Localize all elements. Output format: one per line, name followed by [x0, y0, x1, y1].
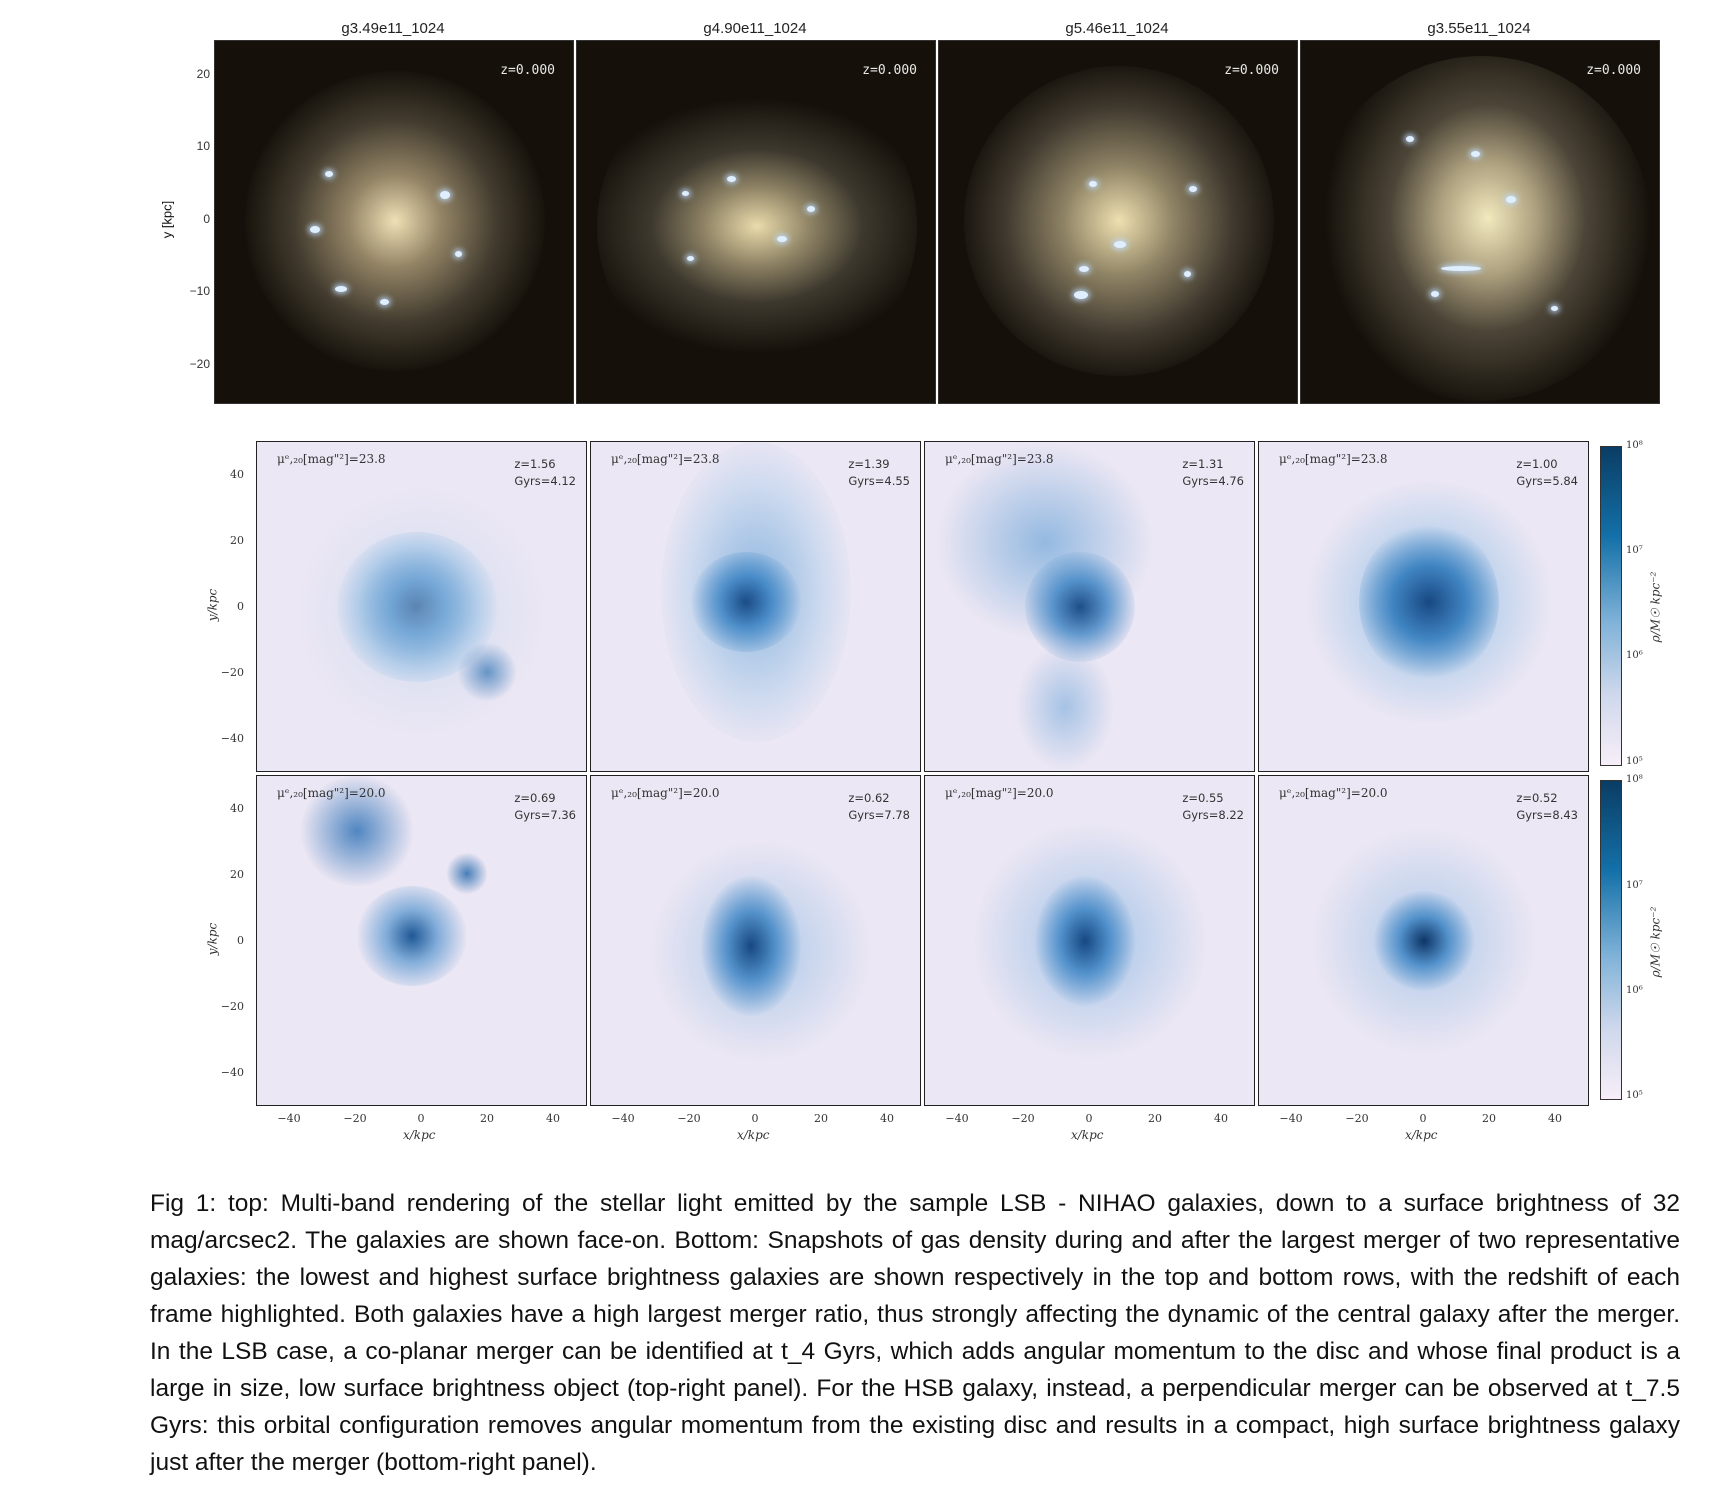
gas-x-tick: −40 — [277, 1112, 301, 1125]
galaxy-image-panel: z=0.000 — [214, 40, 574, 404]
galaxy-image-panel: z=0.000 — [1300, 40, 1660, 404]
gas-y-tick: 20 — [230, 868, 244, 881]
gas-density-panel: μᵉ,₂₀[mag"²]=23.8 z=1.00 Gyrs=5.84 — [1258, 441, 1589, 772]
redshift-time-label: z=1.31 Gyrs=4.76 — [1182, 457, 1244, 488]
top-panel-title: g3.55e11_1024 — [1427, 20, 1531, 37]
gas-y-tick: −20 — [220, 666, 244, 679]
gas-density-panel: μᵉ,₂₀[mag"²]=20.0 z=0.55 Gyrs=8.22 — [924, 775, 1255, 1106]
top-panel-title: g4.90e11_1024 — [703, 20, 807, 37]
top-y-tick: −10 — [189, 284, 210, 298]
gas-y-tick: 0 — [237, 600, 244, 613]
gas-y-tick: 40 — [230, 468, 244, 481]
colorbar-tick: 10⁵ — [1626, 1090, 1643, 1101]
gas-y-tick: −40 — [220, 732, 244, 745]
gas-density-panel: μᵉ,₂₀[mag"²]=20.0 z=0.52 Gyrs=8.43 — [1258, 775, 1589, 1106]
surface-brightness-label: μᵉ,₂₀[mag"²]=23.8 — [277, 452, 386, 466]
top-panel-title: g3.49e11_1024 — [341, 20, 445, 37]
gas-x-tick: 40 — [1214, 1112, 1228, 1125]
redshift-time-label: z=0.55 Gyrs=8.22 — [1182, 791, 1244, 822]
gas-x-tick: −20 — [677, 1112, 701, 1125]
gas-x-tick: 40 — [546, 1112, 560, 1125]
redshift-time-label: z=0.69 Gyrs=7.36 — [514, 791, 576, 822]
top-panel-title: g5.46e11_1024 — [1065, 20, 1169, 37]
gas-density-panel: μᵉ,₂₀[mag"²]=20.0 z=0.69 Gyrs=7.36 — [256, 775, 587, 1106]
gas-x-tick: 0 — [751, 1112, 759, 1125]
gas-x-axis-label: x/kpc — [1405, 1128, 1438, 1142]
redshift-label: z=0.000 — [1224, 63, 1279, 78]
gas-x-tick: 40 — [1548, 1112, 1562, 1125]
galaxy-image-panel: z=0.000 — [576, 40, 936, 404]
surface-brightness-label: μᵉ,₂₀[mag"²]=23.8 — [945, 452, 1054, 466]
gas-x-axis-label: x/kpc — [737, 1128, 770, 1142]
gas-x-tick: 20 — [480, 1112, 494, 1125]
gas-x-tick: −40 — [611, 1112, 635, 1125]
colorbar-label: ρ/M☉ kpc⁻² — [1648, 906, 1663, 978]
gas-x-axis-label: x/kpc — [403, 1128, 436, 1142]
gas-x-tick: −40 — [1279, 1112, 1303, 1125]
surface-brightness-label: μᵉ,₂₀[mag"²]=23.8 — [611, 452, 720, 466]
gas-density-panel: μᵉ,₂₀[mag"²]=20.0 z=0.62 Gyrs=7.78 — [590, 775, 921, 1106]
gas-x-tick: 0 — [1419, 1112, 1427, 1125]
redshift-time-label: z=1.39 Gyrs=4.55 — [848, 457, 910, 488]
colorbar-tick: 10⁸ — [1626, 774, 1643, 785]
gas-x-tick: −40 — [945, 1112, 969, 1125]
gas-density-panel: μᵉ,₂₀[mag"²]=23.8 z=1.39 Gyrs=4.55 — [590, 441, 921, 772]
gas-x-tick: 20 — [1148, 1112, 1162, 1125]
colorbar-label: ρ/M☉ kpc⁻² — [1648, 571, 1663, 643]
gas-x-tick: −20 — [343, 1112, 367, 1125]
colorbar-tick: 10⁷ — [1626, 545, 1643, 556]
surface-brightness-label: μᵉ,₂₀[mag"²]=23.8 — [1279, 452, 1388, 466]
surface-brightness-label: μᵉ,₂₀[mag"²]=20.0 — [1279, 786, 1388, 800]
surface-brightness-label: μᵉ,₂₀[mag"²]=20.0 — [611, 786, 720, 800]
gas-y-tick: −20 — [220, 1000, 244, 1013]
gas-x-axis-label: x/kpc — [1071, 1128, 1104, 1142]
colorbar-tick: 10⁶ — [1626, 985, 1643, 996]
gas-y-tick: 20 — [230, 534, 244, 547]
gas-x-tick: −20 — [1345, 1112, 1369, 1125]
redshift-time-label: z=1.56 Gyrs=4.12 — [514, 457, 576, 488]
gas-y-tick: 0 — [237, 934, 244, 947]
redshift-time-label: z=1.00 Gyrs=5.84 — [1516, 457, 1578, 488]
gas-x-tick: 0 — [417, 1112, 425, 1125]
gas-x-tick: 20 — [1482, 1112, 1496, 1125]
surface-brightness-label: μᵉ,₂₀[mag"²]=20.0 — [945, 786, 1054, 800]
redshift-time-label: z=0.52 Gyrs=8.43 — [1516, 791, 1578, 822]
top-y-tick: −20 — [189, 357, 210, 371]
galaxy-image-panel: z=0.000 — [938, 40, 1298, 404]
redshift-time-label: z=0.62 Gyrs=7.78 — [848, 791, 910, 822]
gas-density-panel: μᵉ,₂₀[mag"²]=23.8 z=1.56 Gyrs=4.12 — [256, 441, 587, 772]
redshift-label: z=0.000 — [1586, 63, 1641, 78]
gas-x-tick: 40 — [880, 1112, 894, 1125]
gas-y-tick: −40 — [220, 1066, 244, 1079]
redshift-label: z=0.000 — [500, 63, 555, 78]
gas-x-tick: 0 — [1085, 1112, 1093, 1125]
gas-x-tick: 20 — [814, 1112, 828, 1125]
figure-caption: Fig 1: top: Multi-band rendering of the … — [150, 1189, 1680, 1476]
colorbar-tick: 10⁵ — [1626, 756, 1643, 767]
top-y-tick: 10 — [196, 139, 210, 153]
colorbar-tick: 10⁶ — [1626, 650, 1643, 661]
gas-y-tick: 40 — [230, 802, 244, 815]
surface-brightness-label: μᵉ,₂₀[mag"²]=20.0 — [277, 786, 386, 800]
colorbar — [1600, 446, 1622, 766]
top-y-tick: 0 — [203, 212, 210, 226]
gas-density-panel: μᵉ,₂₀[mag"²]=23.8 z=1.31 Gyrs=4.76 — [924, 441, 1255, 772]
colorbar-tick: 10⁸ — [1626, 440, 1643, 451]
redshift-label: z=0.000 — [862, 63, 917, 78]
colorbar — [1600, 780, 1622, 1100]
colorbar-tick: 10⁷ — [1626, 880, 1643, 891]
top-y-tick: 20 — [196, 67, 210, 81]
gas-x-tick: −20 — [1011, 1112, 1035, 1125]
